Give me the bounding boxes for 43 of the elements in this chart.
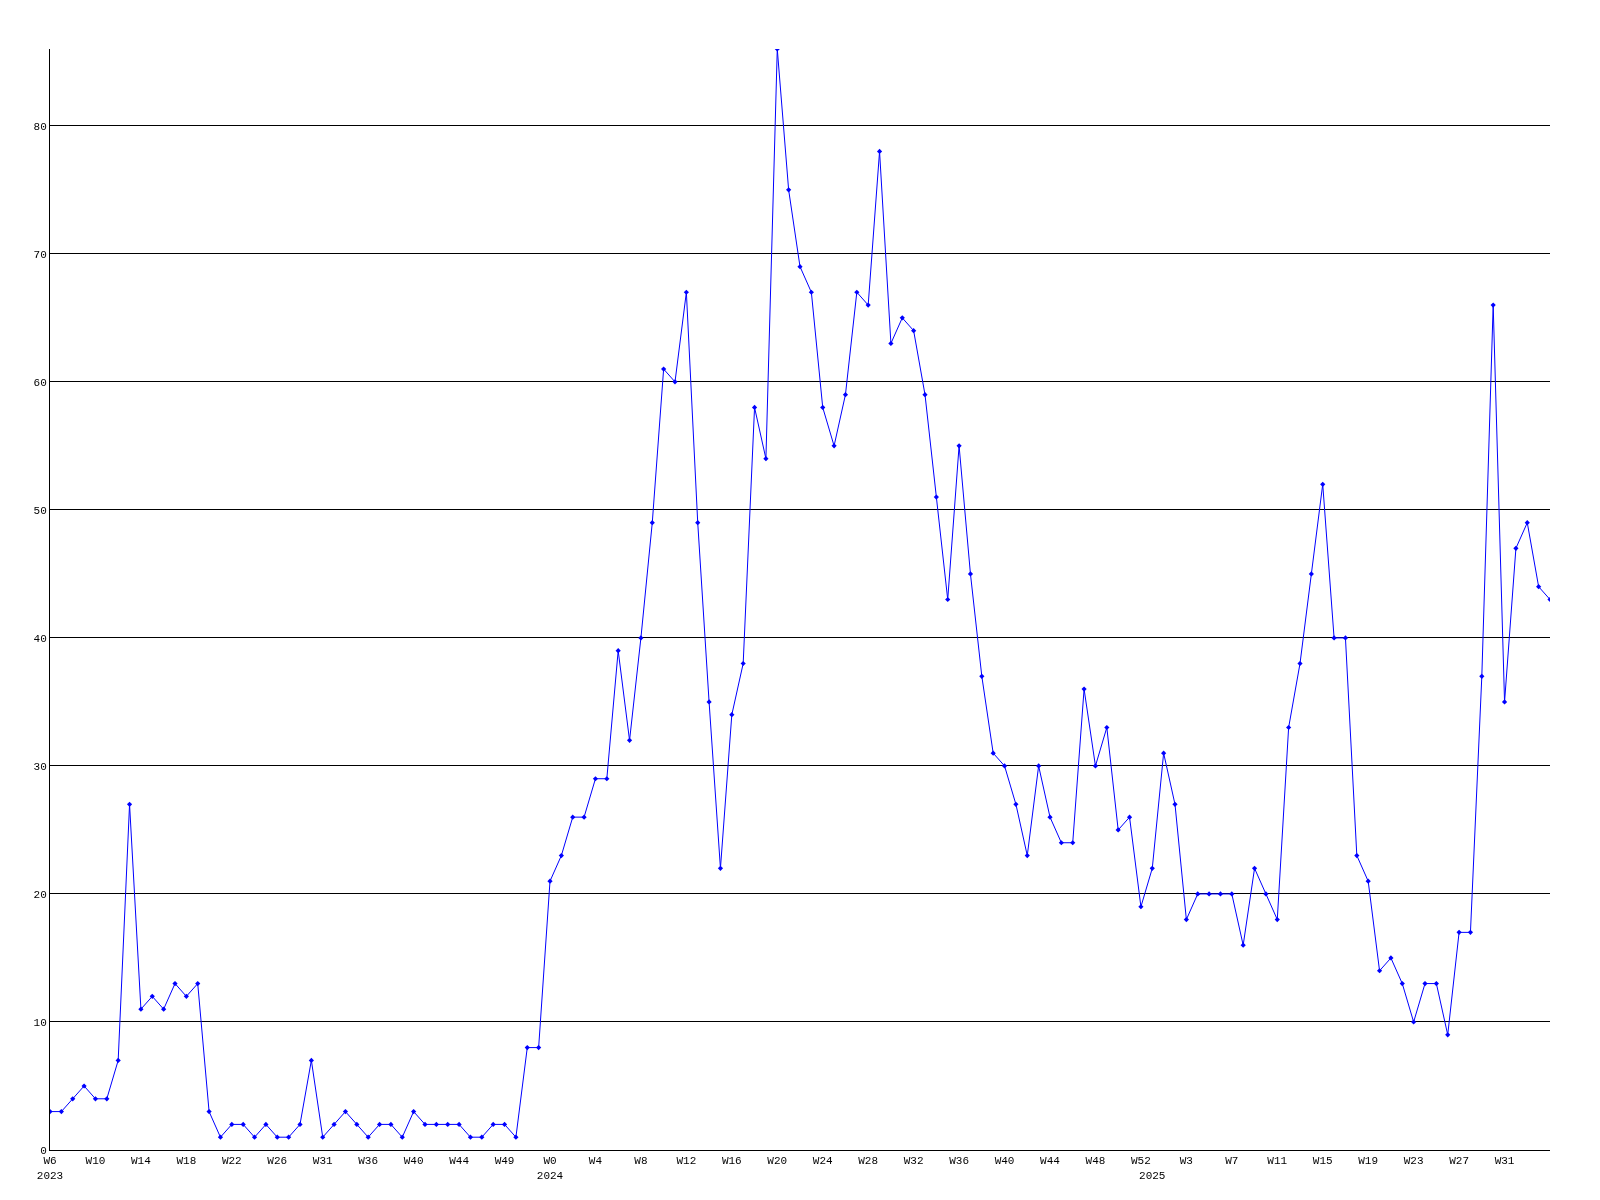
x-tick-label: W44 xyxy=(1040,1155,1061,1168)
x-tick-label: W14 xyxy=(131,1155,152,1168)
x-tick-label: W8 xyxy=(634,1155,648,1168)
x-tick-label: W20 xyxy=(767,1155,788,1168)
x-tick-label: W22 xyxy=(221,1155,242,1168)
x-tick-label: W40 xyxy=(994,1155,1015,1168)
x-tick-label: 2025 xyxy=(1139,1169,1166,1182)
x-tick-label: W3 xyxy=(1179,1155,1193,1168)
x-tick-label: W52 xyxy=(1131,1155,1151,1168)
y-tick-label: 10 xyxy=(33,1016,47,1029)
x-tick-label: W11 xyxy=(1267,1155,1288,1168)
x-tick-label: W6 2023 xyxy=(36,1155,64,1182)
y-tick-label: 80 xyxy=(33,120,47,133)
x-tick-label: W31 xyxy=(312,1155,334,1168)
x-tick-label: W48 xyxy=(1085,1155,1106,1168)
x-tick-label: W26 xyxy=(267,1155,288,1168)
x-tick-label: W28 xyxy=(858,1155,879,1168)
y-tick-label: 60 xyxy=(33,376,47,389)
x-tick-label: W15 xyxy=(1312,1155,1333,1168)
x-tick-label: W19 xyxy=(1358,1155,1379,1168)
y-tick-label: 30 xyxy=(33,760,47,773)
x-tick-label: W49 xyxy=(494,1155,515,1168)
x-tick-label: W0 2024 xyxy=(536,1155,564,1182)
x-tick-label: W4 xyxy=(588,1155,603,1168)
x-tick-label: W36 xyxy=(949,1155,969,1168)
y-tick-label: 50 xyxy=(33,504,47,517)
x-tick-label: W7 xyxy=(1225,1155,1239,1168)
y-tick-label: 0 xyxy=(40,1144,47,1157)
x-tick-label: W31 xyxy=(1494,1155,1515,1168)
x-tick-label: W40 xyxy=(403,1155,424,1168)
y-tick-label: 70 xyxy=(33,248,47,261)
x-tick-label: W12 xyxy=(676,1155,697,1168)
x-tick-label: W10 xyxy=(85,1155,106,1168)
y-tick-label: 20 xyxy=(33,888,47,901)
x-tick-label: W36 xyxy=(358,1155,379,1168)
x-tick-label: W23 xyxy=(1403,1155,1424,1168)
x-tick-label: W16 xyxy=(721,1155,742,1168)
x-tick-label: W44 xyxy=(449,1155,470,1168)
x-tick-label: W32 xyxy=(903,1155,924,1168)
x-tick-label: W24 xyxy=(812,1155,834,1168)
x-tick-label: W27 xyxy=(1449,1155,1469,1168)
x-tick-label: W18 xyxy=(176,1155,197,1168)
y-tick-label: 40 xyxy=(33,632,47,645)
